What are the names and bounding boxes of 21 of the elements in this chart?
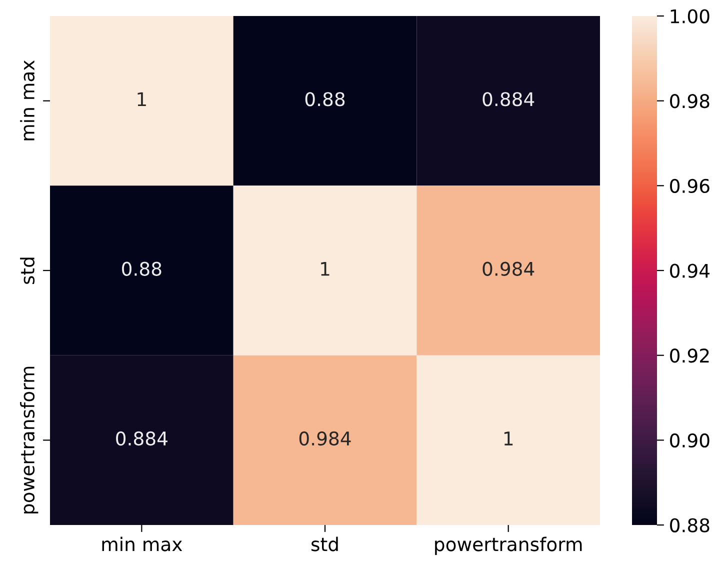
x-tick-label: min max xyxy=(102,536,182,552)
data-label: 1 xyxy=(321,262,330,276)
data-label: 0.984 xyxy=(482,262,534,276)
color-bar-label: 0.98 xyxy=(670,94,710,108)
x-tick-label: std xyxy=(312,536,338,552)
x-tick-label: powertransform xyxy=(435,536,582,555)
color-bar-label: 0.90 xyxy=(670,433,710,448)
data-label: 0.88 xyxy=(305,92,345,106)
data-label: 0.984 xyxy=(299,431,351,446)
y-tick-label: std xyxy=(20,258,35,284)
y-tick-label: min max xyxy=(20,60,35,140)
color-bar-label: 0.88 xyxy=(670,518,710,532)
data-label: 1 xyxy=(138,92,146,106)
data-label: 0.88 xyxy=(122,262,162,276)
color-bar-label: 0.96 xyxy=(670,178,710,194)
data-label: 0.884 xyxy=(116,431,168,446)
color-bar-label: 0.94 xyxy=(670,264,710,278)
color-bar-label: 0.92 xyxy=(670,348,709,363)
data-label: 1 xyxy=(504,432,513,446)
color-bar-label: 1.00 xyxy=(670,9,710,24)
data-label: 0.884 xyxy=(482,92,534,106)
